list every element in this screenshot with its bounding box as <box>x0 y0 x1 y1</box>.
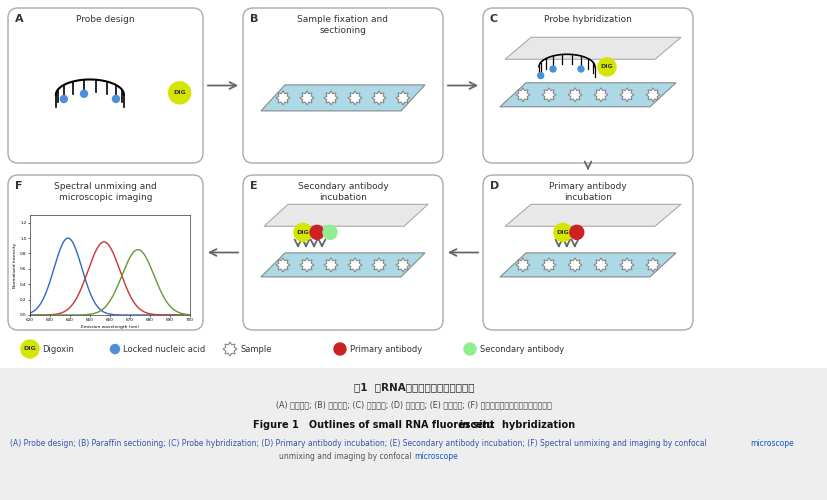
Polygon shape <box>645 88 659 102</box>
Polygon shape <box>395 258 409 272</box>
Text: 图1  小RNA荧光原位杂交实验流程图: 图1 小RNA荧光原位杂交实验流程图 <box>353 382 474 392</box>
Circle shape <box>537 72 543 78</box>
Text: in situ: in situ <box>458 420 493 430</box>
Polygon shape <box>371 91 385 105</box>
Text: Secondary antibody
incubation: Secondary antibody incubation <box>297 182 388 202</box>
Circle shape <box>569 226 583 239</box>
Polygon shape <box>619 258 633 272</box>
Text: Locked nucleic acid: Locked nucleic acid <box>123 344 205 354</box>
Text: C: C <box>490 14 498 24</box>
Polygon shape <box>299 91 313 105</box>
Polygon shape <box>347 258 361 272</box>
Text: A: A <box>15 14 24 24</box>
Polygon shape <box>542 258 555 272</box>
Circle shape <box>80 90 88 97</box>
Polygon shape <box>222 342 237 356</box>
Circle shape <box>463 343 476 355</box>
Text: Sample fixation and
sectioning: Sample fixation and sectioning <box>297 15 388 35</box>
Polygon shape <box>593 258 607 272</box>
Text: Probe hybridization: Probe hybridization <box>543 15 631 24</box>
Text: DIG: DIG <box>600 64 613 70</box>
FancyBboxPatch shape <box>8 175 203 330</box>
FancyBboxPatch shape <box>482 175 692 330</box>
Polygon shape <box>645 258 659 272</box>
Polygon shape <box>323 258 337 272</box>
Text: DIG: DIG <box>556 230 568 235</box>
Polygon shape <box>593 88 607 102</box>
Polygon shape <box>275 91 289 105</box>
FancyBboxPatch shape <box>482 8 692 163</box>
Circle shape <box>110 344 119 354</box>
Polygon shape <box>395 91 409 105</box>
Polygon shape <box>504 204 680 227</box>
Text: Figure 1   Outlines of small RNA fluorescent   hybridization: Figure 1 Outlines of small RNA fluoresce… <box>252 420 575 430</box>
Text: Probe design: Probe design <box>76 15 135 24</box>
FancyBboxPatch shape <box>8 8 203 163</box>
Circle shape <box>60 96 67 102</box>
Text: Primary antibody
incubation: Primary antibody incubation <box>548 182 626 202</box>
Text: D: D <box>490 181 499 191</box>
Polygon shape <box>323 91 337 105</box>
Polygon shape <box>261 253 424 277</box>
Text: F: F <box>15 181 22 191</box>
Text: microscope: microscope <box>749 439 793 448</box>
Circle shape <box>21 340 39 358</box>
Polygon shape <box>261 85 424 111</box>
Circle shape <box>577 66 583 72</box>
Polygon shape <box>500 253 675 277</box>
X-axis label: Emission wavelength (nm): Emission wavelength (nm) <box>81 325 139 329</box>
Circle shape <box>112 96 119 102</box>
FancyBboxPatch shape <box>242 8 442 163</box>
Polygon shape <box>619 88 633 102</box>
Circle shape <box>309 226 323 239</box>
Polygon shape <box>542 88 555 102</box>
Polygon shape <box>347 91 361 105</box>
Polygon shape <box>500 83 675 107</box>
Circle shape <box>553 224 571 242</box>
Text: DIG: DIG <box>296 230 309 235</box>
Polygon shape <box>275 258 289 272</box>
Polygon shape <box>371 258 385 272</box>
Text: Sample: Sample <box>241 344 272 354</box>
Circle shape <box>333 343 346 355</box>
Polygon shape <box>299 258 313 272</box>
Text: DIG: DIG <box>24 346 36 352</box>
Circle shape <box>294 224 312 242</box>
Polygon shape <box>567 88 581 102</box>
Y-axis label: Normalized Intensity: Normalized Intensity <box>13 242 17 288</box>
Polygon shape <box>515 258 529 272</box>
Polygon shape <box>504 38 680 60</box>
Text: unmixing and imaging by confocal: unmixing and imaging by confocal <box>279 452 414 461</box>
Text: microscope: microscope <box>414 452 457 461</box>
Circle shape <box>597 58 615 76</box>
Text: Primary antibody: Primary antibody <box>350 344 422 354</box>
Bar <box>0 368 827 500</box>
FancyBboxPatch shape <box>242 175 442 330</box>
Bar <box>0 0 827 368</box>
Polygon shape <box>264 204 428 227</box>
Circle shape <box>169 82 190 104</box>
Text: B: B <box>250 14 258 24</box>
Text: Spectral unmixing and
microscopic imaging: Spectral unmixing and microscopic imagin… <box>54 182 156 202</box>
Circle shape <box>323 226 337 239</box>
Polygon shape <box>515 88 529 102</box>
Text: Digoxin: Digoxin <box>42 344 74 354</box>
Text: DIG: DIG <box>173 90 186 96</box>
Polygon shape <box>567 258 581 272</box>
Text: Secondary antibody: Secondary antibody <box>480 344 563 354</box>
Text: (A) 探针设计; (B) 石蜡切片; (C) 探针杂交; (D) 一抗孵育; (E) 二抗孵育; (F) 光谱拆分以及激光共聚集显微成像: (A) 探针设计; (B) 石蜡切片; (C) 探针杂交; (D) 一抗孵育; … <box>275 400 552 409</box>
Text: (A) Probe design; (B) Paraffin sectioning; (C) Probe hybridization; (D) Primary : (A) Probe design; (B) Paraffin sectionin… <box>10 439 708 448</box>
Circle shape <box>549 66 555 72</box>
Text: E: E <box>250 181 257 191</box>
